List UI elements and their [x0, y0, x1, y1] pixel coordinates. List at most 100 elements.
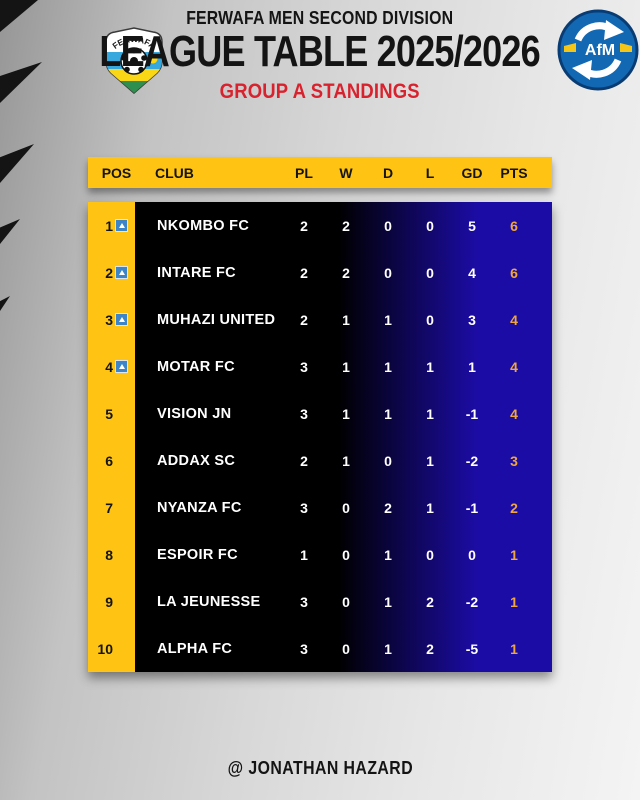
position-cell: 9: [88, 594, 135, 610]
played-cell: 2: [300, 311, 308, 328]
wins-cell: 2: [342, 217, 350, 234]
club-name: ADDAX SC: [157, 452, 236, 469]
column-header-w: W: [339, 164, 353, 181]
played-cell: 3: [300, 358, 308, 375]
draws-cell: 0: [384, 452, 392, 469]
footer: @ JONATHAN HAZARD: [0, 758, 640, 779]
points-cell: 4: [510, 405, 518, 422]
ferwafa-crest-icon: FERWAFA: [105, 27, 163, 94]
position-number: 3: [105, 311, 113, 328]
club-name: ESPOIR FC: [157, 546, 238, 563]
points-cell: 3: [510, 452, 518, 469]
losses-cell: 0: [426, 546, 434, 563]
club-name: LA JEUNESSE: [157, 593, 261, 610]
losses-cell: 1: [426, 499, 434, 516]
played-cell: 3: [300, 405, 308, 422]
draws-cell: 1: [384, 358, 392, 375]
position-number: 1: [105, 217, 113, 234]
position-cell: 2: [88, 265, 135, 281]
position-number: 5: [105, 405, 113, 422]
position-number: 6: [105, 452, 113, 469]
wins-cell: 0: [342, 546, 350, 563]
wins-cell: 0: [342, 593, 350, 610]
recycle-arrows-icon: AfM: [557, 9, 639, 91]
wins-cell: 1: [342, 311, 350, 328]
club-name: VISION JN: [157, 405, 232, 422]
zigzag-shape: [0, 219, 20, 244]
draws-cell: 1: [384, 405, 392, 422]
goal-diff-cell: 3: [468, 311, 476, 328]
wins-cell: 0: [342, 499, 350, 516]
losses-cell: 1: [426, 452, 434, 469]
soccer-ball-icon: [120, 47, 148, 75]
wins-cell: 1: [342, 405, 350, 422]
table-row: 5 VISION JN 3 1 1 1 -1 4: [88, 390, 552, 437]
played-cell: 3: [300, 593, 308, 610]
position-number: 7: [105, 499, 113, 516]
position-cell: 4: [88, 359, 135, 375]
losses-cell: 2: [426, 640, 434, 657]
played-cell: 3: [300, 499, 308, 516]
goal-diff-cell: -1: [465, 405, 479, 422]
table-body: 1 NKOMBO FC 2 2 0 0 5 6 2 INTARE FC 2 2 …: [88, 202, 552, 672]
draws-cell: 1: [384, 640, 392, 657]
division-title: FERWAFA MEN SECOND DIVISION: [186, 8, 454, 28]
position-cell: 7: [88, 500, 135, 516]
wins-cell: 1: [342, 452, 350, 469]
points-cell: 2: [510, 499, 518, 516]
goal-diff-cell: -5: [465, 640, 479, 657]
position-number: 9: [105, 593, 113, 610]
table-row: 3 MUHAZI UNITED 2 1 1 0 3 4: [88, 296, 552, 343]
afm-badge-logo: AfM: [556, 8, 640, 92]
ferwafa-crest-logo: FERWAFA: [101, 25, 167, 95]
column-header-gd: GD: [461, 164, 483, 181]
points-cell: 4: [510, 358, 518, 375]
svg-text:AfM: AfM: [585, 42, 615, 59]
draws-cell: 1: [384, 546, 392, 563]
column-header-pos: POS: [101, 164, 132, 181]
position-number: 2: [105, 264, 113, 281]
credit-text: @ JONATHAN HAZARD: [227, 758, 413, 778]
table-row: 8 ESPOIR FC 1 0 1 0 0 1: [88, 531, 552, 578]
position-cell: 3: [88, 312, 135, 328]
page-title: LEAGUE TABLE 2025/2026: [99, 27, 541, 76]
wins-cell: 1: [342, 358, 350, 375]
table-row: 1 NKOMBO FC 2 2 0 0 5 6: [88, 202, 552, 249]
club-name: MOTAR FC: [157, 358, 235, 375]
played-cell: 2: [300, 264, 308, 281]
position-number: 8: [105, 546, 113, 563]
goal-diff-cell: 0: [468, 546, 476, 563]
column-header-d: D: [382, 164, 394, 181]
group-subtitle: GROUP A STANDINGS: [219, 80, 421, 103]
position-cell: 5: [88, 406, 135, 422]
table-row: 9 LA JEUNESSE 3 0 1 2 -2 1: [88, 578, 552, 625]
club-name: NYANZA FC: [157, 499, 242, 516]
points-cell: 1: [510, 640, 518, 657]
up-arrow-icon: [115, 266, 128, 279]
goal-diff-cell: -1: [465, 499, 479, 516]
table-row: 6 ADDAX SC 2 1 0 1 -2 3: [88, 437, 552, 484]
column-header-club: CLUB: [155, 164, 194, 181]
wins-cell: 0: [342, 640, 350, 657]
header-titles: FERWAFA MEN SECOND DIVISION LEAGUE TABLE…: [0, 8, 640, 104]
points-cell: 6: [510, 264, 518, 281]
column-header-pts: PTS: [500, 164, 528, 181]
column-header-l: L: [425, 164, 435, 181]
table-row: 2 INTARE FC 2 2 0 0 4 6: [88, 249, 552, 296]
points-cell: 1: [510, 546, 518, 563]
goal-diff-cell: 1: [468, 358, 476, 375]
losses-cell: 2: [426, 593, 434, 610]
table-row: 10 ALPHA FC 3 0 1 2 -5 1: [88, 625, 552, 672]
losses-cell: 0: [426, 311, 434, 328]
position-cell: 8: [88, 547, 135, 563]
goal-diff-cell: -2: [465, 593, 479, 610]
goal-diff-cell: 4: [468, 264, 476, 281]
club-name: ALPHA FC: [157, 640, 233, 657]
table-header-row: POS CLUB PL W D L GD PTS: [88, 157, 552, 188]
position-cell: 1: [88, 218, 135, 234]
losses-cell: 1: [426, 405, 434, 422]
played-cell: 2: [300, 452, 308, 469]
position-cell: 10: [88, 641, 135, 657]
draws-cell: 1: [384, 593, 392, 610]
losses-cell: 1: [426, 358, 434, 375]
